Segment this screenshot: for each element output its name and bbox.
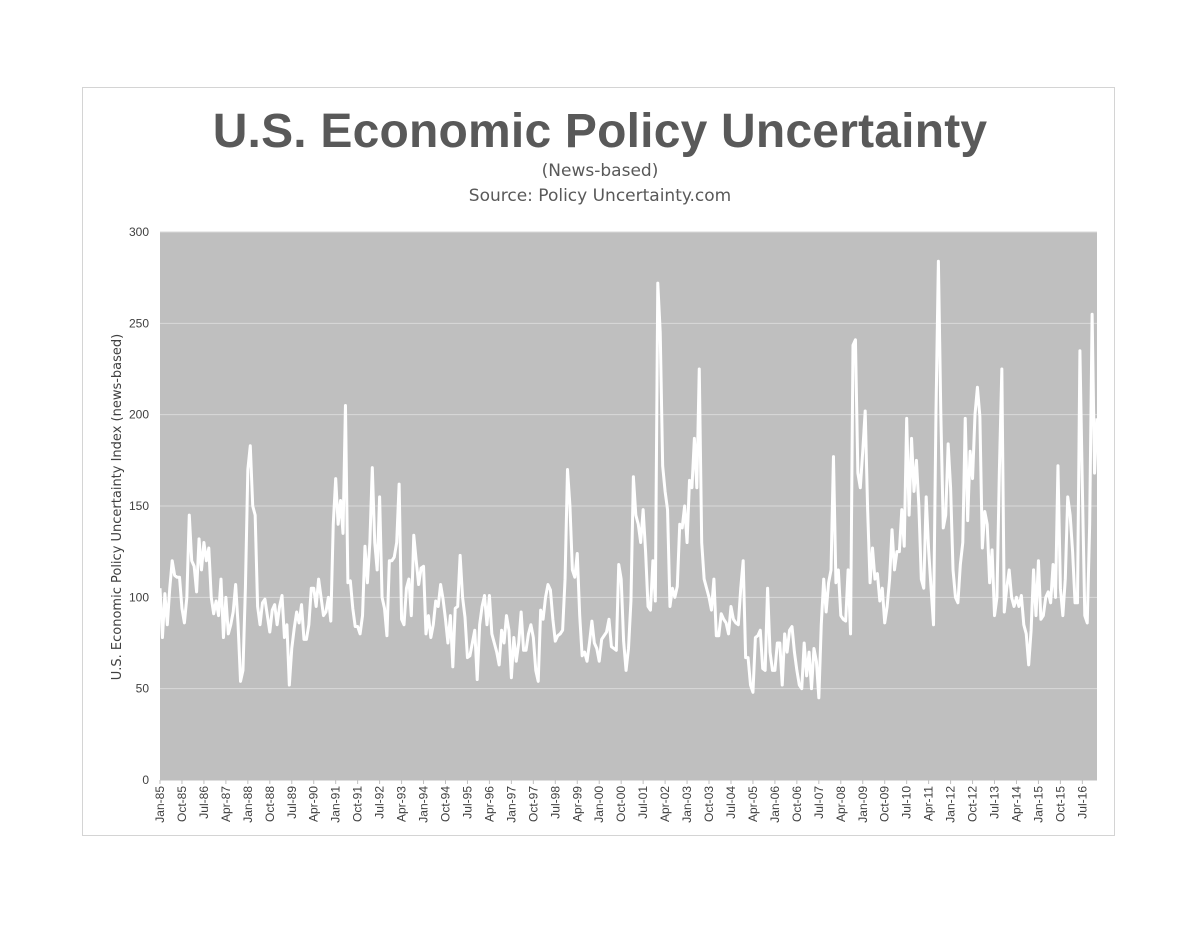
chart-title: U.S. Economic Policy Uncertainty: [212, 105, 988, 158]
x-tick-label: Jul-16: [1075, 786, 1089, 819]
x-tick-label: Oct-06: [790, 786, 804, 822]
y-tick-label: 50: [136, 682, 150, 696]
x-tick-label: Apr-93: [395, 786, 409, 822]
x-tick-label: Oct-12: [966, 786, 980, 822]
x-tick-label: Oct-09: [878, 786, 892, 822]
x-tick-label: Jan-88: [241, 786, 255, 823]
x-tick-label: Apr-05: [746, 786, 760, 822]
x-tick-label: Apr-90: [307, 786, 321, 822]
x-tick-label: Jul-04: [724, 786, 738, 819]
x-tick-label: Apr-99: [570, 786, 584, 822]
x-tick-label: Oct-91: [351, 786, 365, 822]
series-line: [158, 259, 1099, 700]
y-tick-label: 250: [129, 316, 149, 330]
x-tick-label: Jul-01: [636, 786, 650, 819]
x-tick-label: Apr-96: [482, 786, 496, 822]
x-tick-label: Jul-07: [812, 786, 826, 819]
y-axis-label: U.S. Economic Policy Uncertainty Index (…: [110, 334, 125, 680]
x-tick-label: Oct-97: [526, 786, 540, 822]
x-tick-label: Oct-00: [614, 786, 628, 822]
x-tick-label: Apr-14: [1009, 786, 1023, 822]
x-tick-label: Jan-15: [1031, 786, 1045, 823]
y-tick-label: 0: [142, 773, 149, 787]
x-tick-label: Jan-12: [944, 786, 958, 823]
x-tick-label: Jan-03: [680, 786, 694, 823]
x-tick-label: Jan-00: [592, 786, 606, 823]
x-tick-label: Jul-13: [988, 786, 1002, 819]
y-tick-label: 100: [129, 590, 149, 604]
x-tick-label: Jan-09: [856, 786, 870, 823]
x-tick-label: Jan-91: [329, 786, 343, 823]
x-tick-label: Apr-02: [658, 786, 672, 822]
x-tick-label: Jan-85: [153, 786, 167, 823]
x-tick-label: Apr-08: [834, 786, 848, 822]
x-tick-label: Jul-98: [548, 786, 562, 819]
x-tick-label: Oct-88: [263, 786, 277, 822]
x-tick-label: Oct-15: [1053, 786, 1067, 822]
x-tick-label: Oct-94: [438, 786, 452, 822]
x-tick-label: Oct-85: [175, 786, 189, 822]
x-tick-label: Apr-11: [922, 786, 936, 821]
x-tick-label: Jul-86: [197, 786, 211, 819]
y-tick-label: 200: [129, 408, 149, 422]
y-tick-label: 300: [129, 225, 149, 239]
x-tick-label: Jul-95: [460, 786, 474, 819]
x-tick-label: Jan-06: [768, 786, 782, 823]
x-tick-label: Jul-10: [900, 786, 914, 819]
chart-source: Source: Policy Uncertainty.com: [468, 186, 732, 206]
x-tick-label: Jul-92: [373, 786, 387, 819]
y-tick-label: 150: [129, 499, 149, 513]
x-tick-label: Jul-89: [285, 786, 299, 819]
x-tick-label: Apr-87: [219, 786, 233, 822]
x-tick-label: Jan-97: [504, 786, 518, 823]
x-tick-label: Jan-94: [417, 786, 431, 823]
x-tick-label: Oct-03: [702, 786, 716, 822]
chart-subtitle: (News-based): [541, 161, 659, 181]
